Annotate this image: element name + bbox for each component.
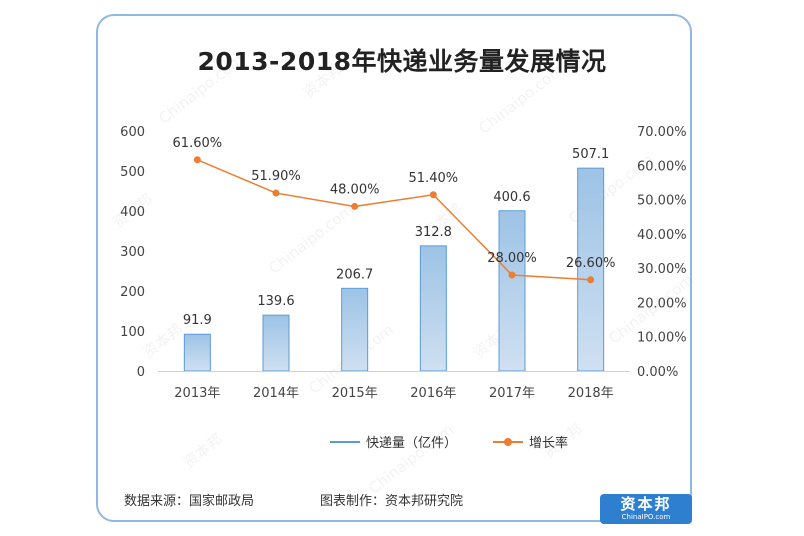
growth-point [193,156,201,164]
bar [183,333,211,372]
growth-value-label: 26.60% [566,256,616,271]
bar-value-label: 312.8 [415,225,452,240]
bar-series: 91.9 139.6 206.7 312.8 400.6 507.1 [183,147,609,372]
right-tick-label: 20.00% [637,296,687,311]
right-tick-label: 10.00% [637,331,687,346]
x-tick-label: 2014年 [253,386,299,401]
maker-note: 图表制作：资本邦研究院 [320,494,464,509]
left-tick-label: 600 [120,125,145,140]
growth-value-label: 61.60% [173,136,223,151]
bar [577,167,605,372]
legend-label-volume: 快递量（亿件） [366,436,458,451]
x-tick-label: 2018年 [568,386,614,401]
right-tick-label: 70.00% [637,125,687,140]
right-tick-label: 30.00% [637,262,687,277]
brand-logo: 资本邦 ChinaIPO.com [600,494,692,524]
bar-value-label: 206.7 [336,267,373,282]
left-axis: 0 100 200 300 400 500 600 [120,125,145,380]
growth-value-label: 48.00% [330,182,380,197]
right-tick-label: 60.00% [637,159,687,174]
growth-point [429,191,437,199]
legend: 快递量（亿件） 增长率 [330,432,568,451]
x-tick-label: 2015年 [332,386,378,401]
x-tick-label: 2017年 [489,386,535,401]
left-tick-label: 0 [137,365,145,380]
growth-point [351,202,359,210]
bar [341,287,369,372]
legend-swatch-growth [493,437,524,446]
growth-line [197,159,591,281]
right-tick-label: 50.00% [637,194,687,209]
bar-value-label: 400.6 [493,190,530,205]
right-tick-label: 40.00% [637,228,687,243]
left-tick-label: 100 [120,325,145,340]
left-tick-label: 400 [120,205,145,220]
footer: 数据来源：国家邮政局 图表制作：资本邦研究院 [124,490,463,509]
chart-title: 2013-2018年快递业务量发展情况 [197,47,607,76]
growth-point [272,189,280,197]
bar [419,245,447,372]
x-tick-label: 2013年 [174,386,220,401]
source-note: 数据来源：国家邮政局 [124,494,255,509]
growth-line-series: 61.60% 51.90% 48.00% 51.40% 28.00% 26.60% [173,136,616,284]
bar-value-label: 91.9 [183,313,212,328]
legend-item-growth: 增长率 [493,432,568,451]
growth-point [587,276,595,284]
x-tick-label: 2016年 [410,386,456,401]
growth-point [508,271,516,279]
bar-value-label: 139.6 [257,294,294,309]
growth-value-label: 51.90% [251,169,301,184]
growth-value-label: 28.00% [487,251,537,266]
left-tick-label: 200 [120,285,145,300]
right-axis: 0.00% 10.00% 20.00% 30.00% 40.00% 50.00% 60.00… [637,125,687,380]
legend-label-growth: 增长率 [529,436,569,451]
left-tick-label: 300 [120,245,145,260]
left-tick-label: 500 [120,165,145,180]
legend-swatch-volume [330,440,360,443]
legend-item-volume: 快递量（亿件） [330,432,457,451]
bar-value-label: 507.1 [572,147,609,162]
bar [262,314,290,372]
x-axis: 2013年 2014年 2015年 2016年 2017年 2018年 [158,371,630,401]
logo-text: 资本邦 [620,495,672,513]
right-tick-label: 0.00% [637,365,678,380]
logo-subtext: ChinaIPO.com [621,513,671,521]
bar [498,210,526,372]
growth-value-label: 51.40% [409,171,459,186]
